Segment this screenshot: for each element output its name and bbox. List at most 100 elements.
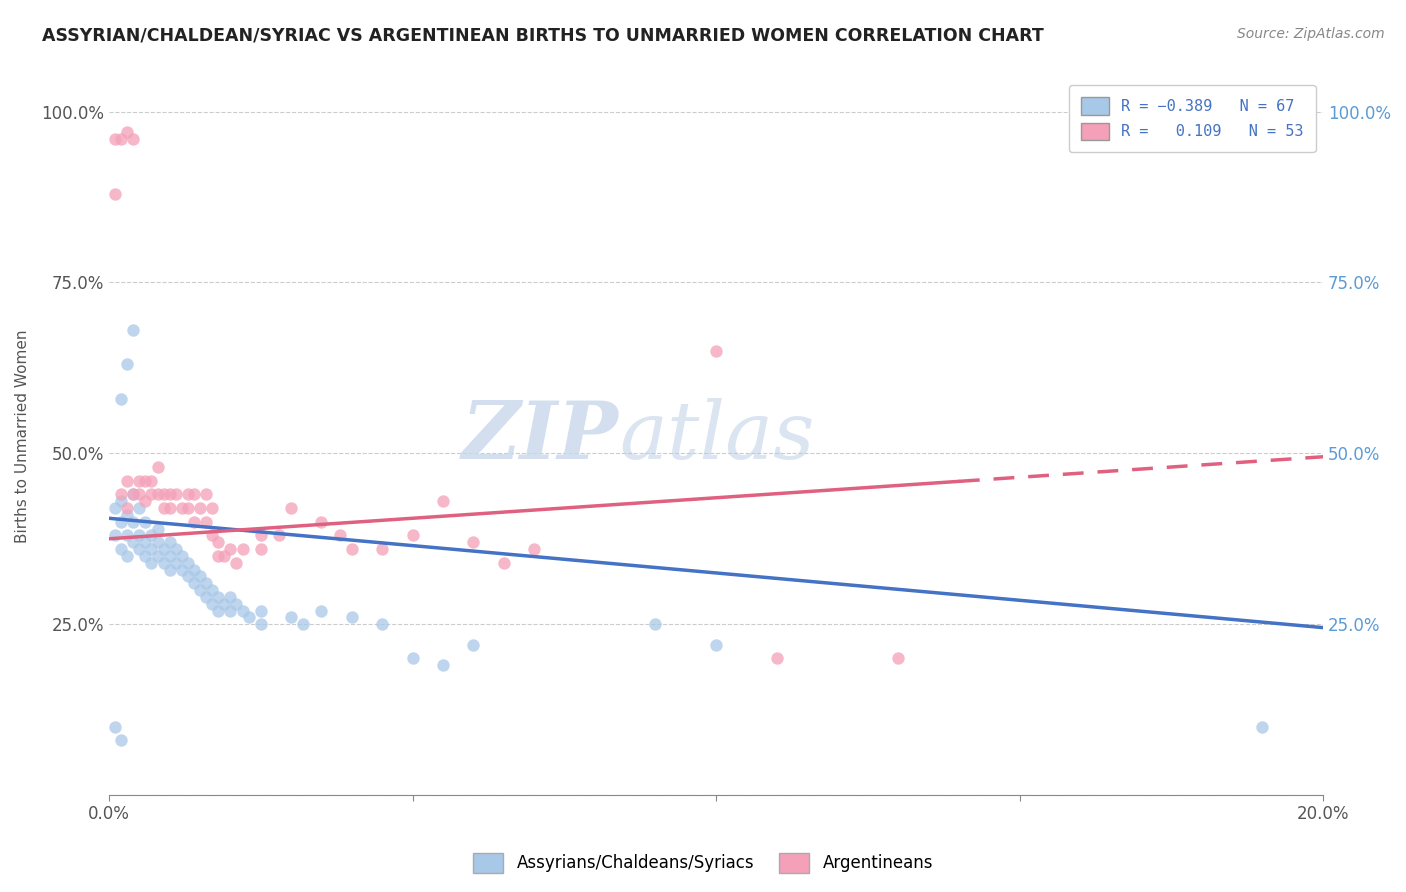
Point — [183, 562, 205, 576]
Point — [141, 541, 163, 556]
Point — [765, 651, 787, 665]
Point — [110, 733, 132, 747]
Point — [110, 541, 132, 556]
Point — [159, 487, 181, 501]
Point — [177, 556, 200, 570]
Point — [146, 487, 169, 501]
Point — [110, 392, 132, 406]
Point — [219, 590, 242, 604]
Point — [249, 528, 271, 542]
Point — [141, 474, 163, 488]
Point — [340, 610, 363, 624]
Point — [115, 528, 138, 542]
Point — [523, 541, 546, 556]
Point — [249, 541, 271, 556]
Point — [267, 528, 290, 542]
Point — [340, 541, 363, 556]
Point — [401, 651, 423, 665]
Point — [152, 501, 174, 516]
Point — [152, 541, 174, 556]
Point — [146, 460, 169, 475]
Point — [141, 556, 163, 570]
Point — [122, 323, 145, 337]
Point — [201, 582, 224, 597]
Point — [219, 541, 242, 556]
Point — [128, 541, 150, 556]
Point — [110, 487, 132, 501]
Text: ASSYRIAN/CHALDEAN/SYRIAC VS ARGENTINEAN BIRTHS TO UNMARRIED WOMEN CORRELATION CH: ASSYRIAN/CHALDEAN/SYRIAC VS ARGENTINEAN … — [42, 27, 1043, 45]
Point — [110, 515, 132, 529]
Point — [432, 494, 454, 508]
Point — [644, 617, 666, 632]
Point — [122, 487, 145, 501]
Point — [195, 487, 218, 501]
Point — [146, 549, 169, 563]
Point — [146, 535, 169, 549]
Point — [165, 541, 187, 556]
Point — [165, 556, 187, 570]
Point — [188, 582, 211, 597]
Point — [177, 487, 200, 501]
Point — [104, 186, 127, 201]
Point — [432, 658, 454, 673]
Point — [128, 501, 150, 516]
Point — [463, 638, 485, 652]
Point — [214, 549, 236, 563]
Point — [128, 474, 150, 488]
Point — [201, 501, 224, 516]
Point — [115, 474, 138, 488]
Point — [195, 515, 218, 529]
Point — [152, 556, 174, 570]
Point — [292, 617, 315, 632]
Point — [371, 617, 394, 632]
Point — [280, 501, 302, 516]
Point — [115, 358, 138, 372]
Point — [104, 720, 127, 734]
Point — [104, 132, 127, 146]
Point — [201, 597, 224, 611]
Point — [195, 590, 218, 604]
Point — [146, 522, 169, 536]
Point — [141, 528, 163, 542]
Point — [134, 535, 156, 549]
Point — [183, 487, 205, 501]
Point — [463, 535, 485, 549]
Point — [170, 501, 193, 516]
Point — [401, 528, 423, 542]
Point — [122, 132, 145, 146]
Legend: Assyrians/Chaldeans/Syriacs, Argentineans: Assyrians/Chaldeans/Syriacs, Argentinean… — [467, 847, 939, 880]
Point — [104, 501, 127, 516]
Point — [134, 494, 156, 508]
Point — [110, 494, 132, 508]
Point — [219, 603, 242, 617]
Point — [122, 535, 145, 549]
Point — [141, 487, 163, 501]
Point — [329, 528, 352, 542]
Point — [207, 603, 229, 617]
Point — [311, 515, 333, 529]
Point — [887, 651, 910, 665]
Point — [183, 515, 205, 529]
Point — [280, 610, 302, 624]
Point — [183, 576, 205, 591]
Point — [231, 541, 253, 556]
Point — [1251, 720, 1274, 734]
Point — [207, 590, 229, 604]
Point — [159, 535, 181, 549]
Legend: R = −0.389   N = 67, R =   0.109   N = 53: R = −0.389 N = 67, R = 0.109 N = 53 — [1069, 85, 1316, 153]
Point — [122, 515, 145, 529]
Point — [134, 549, 156, 563]
Point — [225, 556, 247, 570]
Point — [177, 501, 200, 516]
Text: Source: ZipAtlas.com: Source: ZipAtlas.com — [1237, 27, 1385, 41]
Point — [492, 556, 515, 570]
Point — [115, 501, 138, 516]
Point — [704, 343, 727, 358]
Y-axis label: Births to Unmarried Women: Births to Unmarried Women — [15, 329, 30, 543]
Point — [122, 487, 145, 501]
Point — [214, 597, 236, 611]
Point — [249, 603, 271, 617]
Point — [371, 541, 394, 556]
Point — [249, 617, 271, 632]
Point — [159, 549, 181, 563]
